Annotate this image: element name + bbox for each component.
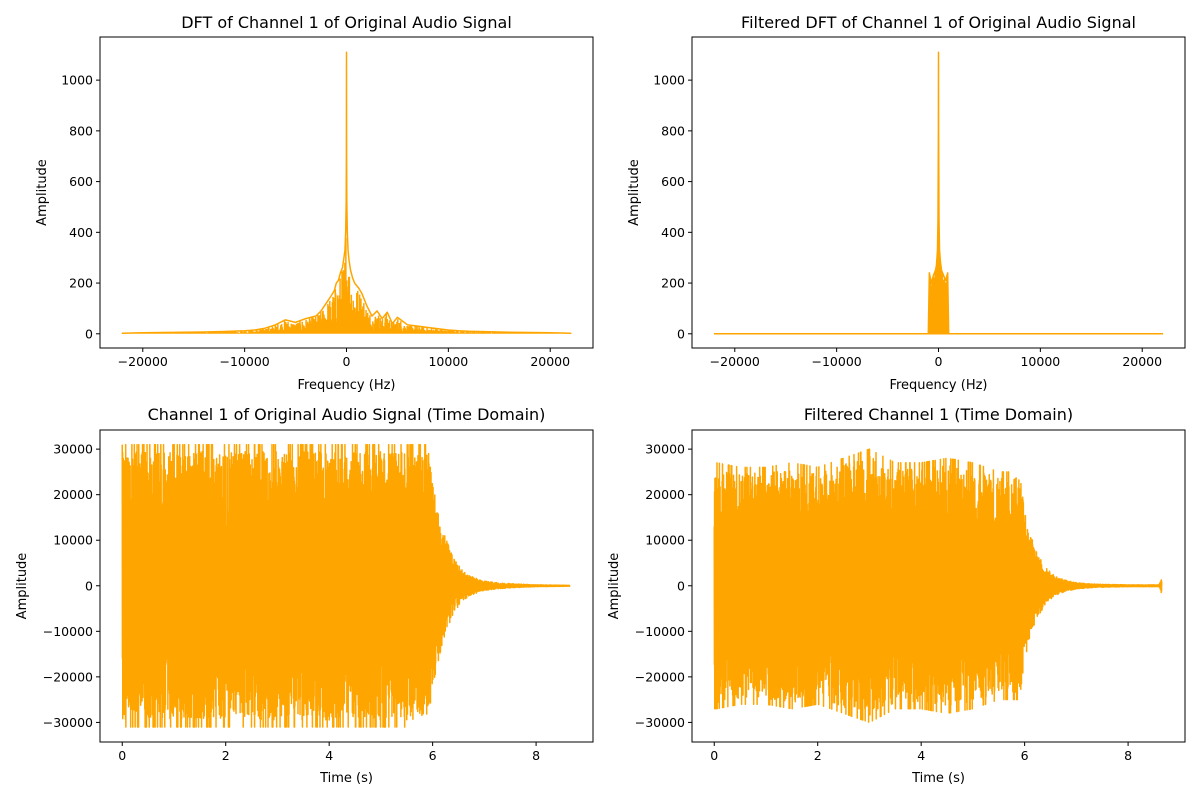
y-tick-label: −10000 bbox=[635, 624, 685, 639]
x-axis-label: Time (s) bbox=[319, 771, 373, 786]
x-tick-label: 0 bbox=[343, 354, 351, 369]
x-tick-label: 0 bbox=[118, 748, 126, 763]
y-tick-label: 200 bbox=[69, 276, 93, 291]
y-tick-label: 0 bbox=[677, 578, 685, 593]
y-tick-label: −30000 bbox=[43, 715, 93, 730]
y-tick-label: 600 bbox=[661, 174, 685, 189]
chart-panel-time-filtered: 0 2 4 6 8 −30000 −20000 −10000 0 10000 20000 30000 F… bbox=[607, 405, 1186, 786]
y-tick-label: 1000 bbox=[61, 73, 93, 88]
series-line bbox=[121, 51, 572, 335]
x-tick-label: 10000 bbox=[1020, 354, 1060, 369]
y-tick-label: 0 bbox=[677, 326, 685, 341]
x-axis-label: Time (s) bbox=[911, 771, 965, 786]
y-tick-label: 800 bbox=[69, 123, 93, 138]
y-axis-label: Amplitude bbox=[627, 159, 642, 226]
x-tick-label: −20000 bbox=[710, 354, 760, 369]
y-tick-label: 10000 bbox=[53, 533, 93, 548]
chart-title: Filtered Channel 1 (Time Domain) bbox=[804, 405, 1073, 424]
x-tick-label: 20000 bbox=[530, 354, 570, 369]
x-tick-label: 20000 bbox=[1122, 354, 1162, 369]
series-line bbox=[121, 443, 571, 728]
x-tick-label: 10000 bbox=[428, 354, 468, 369]
y-tick-label: 400 bbox=[661, 225, 685, 240]
x-tick-label: 2 bbox=[814, 748, 822, 763]
x-axis-label: Frequency (Hz) bbox=[297, 378, 395, 393]
y-tick-label: 200 bbox=[661, 276, 685, 291]
chart-panel-dft-filtered: −20000 −10000 0 10000 20000 0 200 400 600 800 1000… bbox=[627, 13, 1186, 393]
series-line bbox=[713, 448, 1163, 723]
y-axis-label: Amplitude bbox=[35, 159, 50, 226]
chart-title: Filtered DFT of Channel 1 of Original Au… bbox=[741, 13, 1136, 32]
y-tick-label: −30000 bbox=[635, 715, 685, 730]
y-tick-label: 10000 bbox=[645, 533, 685, 548]
x-tick-label: 4 bbox=[917, 748, 925, 763]
y-tick-label: 600 bbox=[69, 174, 93, 189]
y-tick-label: −20000 bbox=[43, 669, 93, 684]
y-tick-label: 400 bbox=[69, 225, 93, 240]
y-tick-label: 30000 bbox=[645, 442, 685, 457]
x-tick-label: 0 bbox=[710, 748, 718, 763]
y-tick-label: 0 bbox=[85, 326, 93, 341]
x-tick-label: −10000 bbox=[220, 354, 270, 369]
y-tick-label: 0 bbox=[85, 578, 93, 593]
x-tick-label: 6 bbox=[429, 748, 437, 763]
x-tick-label: 6 bbox=[1021, 748, 1029, 763]
chart-title: Channel 1 of Original Audio Signal (Time… bbox=[148, 405, 546, 424]
x-axis-label: Frequency (Hz) bbox=[889, 378, 987, 393]
series-line bbox=[713, 51, 1164, 335]
y-tick-label: −20000 bbox=[635, 669, 685, 684]
x-tick-label: −20000 bbox=[118, 354, 168, 369]
chart-title: DFT of Channel 1 of Original Audio Signa… bbox=[181, 13, 512, 32]
y-tick-label: 30000 bbox=[53, 442, 93, 457]
x-tick-label: −10000 bbox=[812, 354, 862, 369]
x-tick-label: 2 bbox=[222, 748, 230, 763]
y-axis-label: Amplitude bbox=[607, 553, 622, 620]
y-tick-label: 800 bbox=[661, 123, 685, 138]
x-tick-label: 0 bbox=[935, 354, 943, 369]
x-tick-label: 8 bbox=[532, 748, 540, 763]
chart-panel-dft-original: −20000 −10000 0 10000 20000 0 200 400 600 800 1000… bbox=[35, 13, 594, 393]
x-tick-label: 4 bbox=[325, 748, 333, 763]
y-tick-label: 1000 bbox=[653, 73, 685, 88]
y-tick-label: 20000 bbox=[53, 487, 93, 502]
x-tick-label: 8 bbox=[1124, 748, 1132, 763]
y-tick-label: 20000 bbox=[645, 487, 685, 502]
chart-panel-time-original: 0 2 4 6 8 −30000 −20000 −10000 0 10000 20000 30000 C… bbox=[15, 405, 594, 786]
y-tick-label: −10000 bbox=[43, 624, 93, 639]
y-axis-label: Amplitude bbox=[15, 553, 30, 620]
